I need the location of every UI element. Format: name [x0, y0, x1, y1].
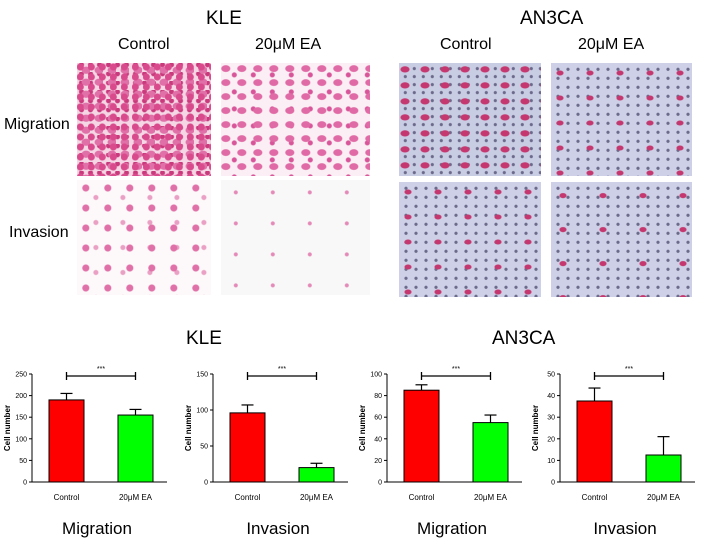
y-tick-label: 0: [23, 480, 27, 487]
y-tick-label: 40: [374, 436, 382, 443]
y-tick-label: 20: [374, 458, 382, 465]
bar-control: [229, 412, 266, 483]
y-tick-label: 100: [15, 436, 27, 443]
y-axis-label: Cell number: [3, 405, 12, 451]
kle-chart-group-title: KLE: [186, 328, 222, 349]
bar-treated: [298, 467, 335, 483]
x-tick-label: 20μM EA: [119, 493, 153, 502]
significance-label: ***: [278, 366, 286, 373]
y-tick-label: 10: [547, 458, 555, 465]
x-tick-label: 20μM EA: [647, 493, 681, 502]
kle-control-invasion-image: [77, 180, 211, 295]
y-tick-label: 0: [378, 480, 382, 487]
an3ca-ea-migration-image: [551, 63, 692, 176]
bar-treated: [645, 454, 682, 483]
y-tick-label: 0: [551, 480, 555, 487]
chart-title: Migration: [62, 519, 132, 538]
bar-treated: [472, 422, 509, 483]
y-tick-label: 200: [15, 393, 27, 400]
chart-title: Migration: [417, 519, 487, 538]
y-tick-label: 30: [547, 415, 555, 422]
significance-label: ***: [625, 366, 633, 373]
y-tick-label: 80: [374, 393, 382, 400]
y-tick-label: 50: [547, 372, 555, 379]
y-tick-label: 0: [204, 480, 208, 487]
y-axis-label: Cell number: [531, 405, 540, 451]
column-header-kle-ea: 20μM EA: [255, 36, 322, 53]
bar-treated: [117, 414, 154, 483]
row-label-migration: Migration: [4, 116, 70, 133]
y-tick-label: 150: [15, 415, 27, 422]
bar-control: [48, 399, 85, 483]
bar-control: [403, 389, 440, 483]
x-tick-label: Control: [235, 493, 261, 502]
y-tick-label: 250: [15, 372, 27, 379]
y-tick-label: 100: [196, 408, 208, 415]
x-tick-label: Control: [409, 493, 435, 502]
y-tick-label: 150: [196, 372, 208, 379]
chart-title: Invasion: [593, 519, 656, 538]
an3ca-ea-invasion-image: [551, 182, 692, 297]
chart-title: Invasion: [246, 519, 309, 538]
x-tick-label: Control: [54, 493, 80, 502]
kle-ea-invasion-image: [221, 180, 370, 295]
column-header-kle-control: Control: [118, 36, 170, 53]
row-label-invasion: Invasion: [9, 224, 69, 241]
y-tick-label: 50: [200, 444, 208, 451]
bar-control: [576, 400, 613, 483]
an3ca-panel-title: AN3CA: [520, 8, 584, 29]
y-axis-label: Cell number: [184, 405, 193, 451]
y-tick-label: 40: [547, 393, 555, 400]
x-tick-label: Control: [582, 493, 608, 502]
kle-ea-migration-image: [221, 63, 370, 176]
an3ca-chart-group-title: AN3CA: [492, 328, 556, 349]
x-tick-label: 20μM EA: [474, 493, 508, 502]
kle-panel-title: KLE: [206, 8, 242, 29]
significance-label: ***: [452, 366, 460, 373]
kle-control-migration-image: [77, 63, 211, 176]
y-tick-label: 20: [547, 436, 555, 443]
column-header-an3ca-ea: 20μM EA: [578, 36, 645, 53]
y-axis-label: Cell number: [358, 405, 367, 451]
y-tick-label: 100: [370, 372, 382, 379]
significance-label: ***: [97, 366, 105, 373]
an3ca-control-migration-image: [399, 63, 541, 176]
x-tick-label: 20μM EA: [300, 493, 334, 502]
y-tick-label: 50: [19, 458, 27, 465]
column-header-an3ca-control: Control: [440, 36, 492, 53]
an3ca-control-invasion-image: [399, 182, 541, 297]
y-tick-label: 60: [374, 415, 382, 422]
